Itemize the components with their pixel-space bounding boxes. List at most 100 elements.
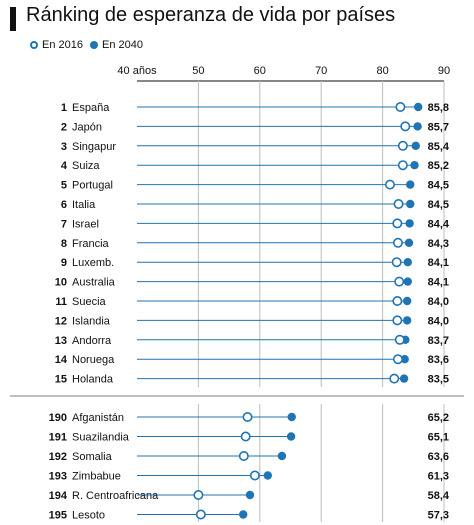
row-country: Japón xyxy=(72,121,102,133)
marker-2016 xyxy=(394,276,405,287)
row-value-label: 84,1 xyxy=(428,257,449,269)
legend-label-2016: En 2016 xyxy=(42,39,83,51)
row-rank: 13 xyxy=(55,335,67,347)
marker-2040 xyxy=(411,141,420,150)
row-rank: 194 xyxy=(49,490,68,502)
marker-2016 xyxy=(193,489,204,500)
row-country: Afganistán xyxy=(72,412,124,424)
marker-2040 xyxy=(403,258,412,267)
row-country: Israel xyxy=(72,218,99,230)
legend-label-2040: En 2040 xyxy=(102,39,143,51)
row-country: Singapur xyxy=(72,141,116,153)
x-tick-label-80: 80 xyxy=(376,65,388,77)
row-rank: 7 xyxy=(61,218,67,230)
row-value-label: 85,4 xyxy=(428,141,450,153)
row-country: Suiza xyxy=(72,160,100,172)
marker-2040 xyxy=(413,122,422,131)
marker-2040 xyxy=(414,102,423,112)
row-country: Islandia xyxy=(72,315,111,327)
marker-2016 xyxy=(393,199,404,210)
marker-2016 xyxy=(395,102,406,113)
legend-item-2040: En 2040 xyxy=(90,39,143,51)
marker-2016 xyxy=(242,411,253,422)
marker-2040 xyxy=(404,238,414,247)
row-value-label: 65,1 xyxy=(428,432,449,444)
row-value-label: 84,0 xyxy=(428,315,449,327)
row-value-label: 57,3 xyxy=(428,510,449,522)
row-rank: 2 xyxy=(61,121,67,133)
row-country: Lesoto xyxy=(72,510,105,522)
row-country: R. Centroafricana xyxy=(72,490,159,502)
row-value-label: 84,1 xyxy=(428,277,449,289)
row-value-label: 83,7 xyxy=(428,335,449,347)
row-rank: 15 xyxy=(55,374,67,386)
row-value-label: 61,3 xyxy=(428,471,449,483)
marker-2016 xyxy=(238,450,249,461)
marker-2040 xyxy=(403,277,412,286)
marker-2016 xyxy=(240,431,251,442)
x-tick-label-40: 40 años xyxy=(117,65,157,77)
row-country: Portugal xyxy=(72,180,113,192)
row-country: Somalia xyxy=(72,451,113,463)
chart-title: Ránking de esperanza de vida por países xyxy=(26,4,396,26)
marker-2016 xyxy=(400,121,411,132)
row-value-label: 85,2 xyxy=(428,160,449,172)
row-value-label: 63,6 xyxy=(428,451,449,463)
row-value-label: 65,2 xyxy=(428,412,449,424)
marker-2016 xyxy=(389,373,400,384)
marker-2016 xyxy=(391,257,402,268)
row-value-label: 84,5 xyxy=(428,199,449,211)
row-country: Holanda xyxy=(72,374,114,386)
row-value-label: 83,5 xyxy=(428,374,449,386)
row-value-label: 84,0 xyxy=(428,296,449,308)
row-country: Suecia xyxy=(72,296,107,308)
row-rank: 192 xyxy=(49,451,67,463)
x-tick-label-70: 70 xyxy=(315,65,327,77)
row-value-label: 85,8 xyxy=(428,102,449,114)
marker-2040 xyxy=(402,316,412,325)
row-country: Australia xyxy=(72,277,116,289)
row-rank: 10 xyxy=(55,277,67,289)
marker-2040 xyxy=(406,199,415,209)
x-tick-label-60: 60 xyxy=(254,65,266,77)
row-rank: 5 xyxy=(61,180,67,192)
row-rank: 12 xyxy=(55,315,67,327)
title-accent-bar xyxy=(10,7,16,31)
row-rank: 14 xyxy=(55,354,68,366)
row-value-label: 83,6 xyxy=(428,354,449,366)
marker-2016 xyxy=(392,237,403,248)
row-rank: 4 xyxy=(61,160,68,172)
marker-2040 xyxy=(287,412,296,422)
marker-2040 xyxy=(410,161,419,170)
marker-2040 xyxy=(277,451,287,461)
row-rank: 190 xyxy=(49,412,67,424)
row-country: Francia xyxy=(72,238,110,250)
marker-2040 xyxy=(406,180,415,189)
marker-2016 xyxy=(394,334,405,345)
marker-2040 xyxy=(400,355,409,364)
marker-2016 xyxy=(392,315,403,326)
marker-2016 xyxy=(384,179,395,190)
row-rank: 11 xyxy=(55,296,67,308)
row-country: Italia xyxy=(72,199,96,211)
row-country: Zimbabue xyxy=(72,471,121,483)
row-country: Luxemb. xyxy=(72,257,114,269)
row-value-label: 84,3 xyxy=(428,238,449,250)
legend-item-2016: En 2016 xyxy=(30,39,83,51)
marker-2040 xyxy=(239,510,248,519)
marker-2040 xyxy=(402,296,412,306)
legend-filled-circle-icon xyxy=(90,41,98,49)
marker-2040 xyxy=(399,374,409,383)
row-value-label: 84,5 xyxy=(428,180,449,192)
marker-2040 xyxy=(405,219,414,228)
row-rank: 3 xyxy=(61,141,67,153)
marker-2016 xyxy=(397,140,408,151)
row-rank: 193 xyxy=(49,471,67,483)
row-rank: 6 xyxy=(61,199,67,211)
row-value-label: 58,4 xyxy=(428,490,450,502)
row-country: Suazilandia xyxy=(72,432,130,444)
row-rank: 1 xyxy=(61,102,67,114)
x-tick-label-90: 90 xyxy=(438,65,450,77)
